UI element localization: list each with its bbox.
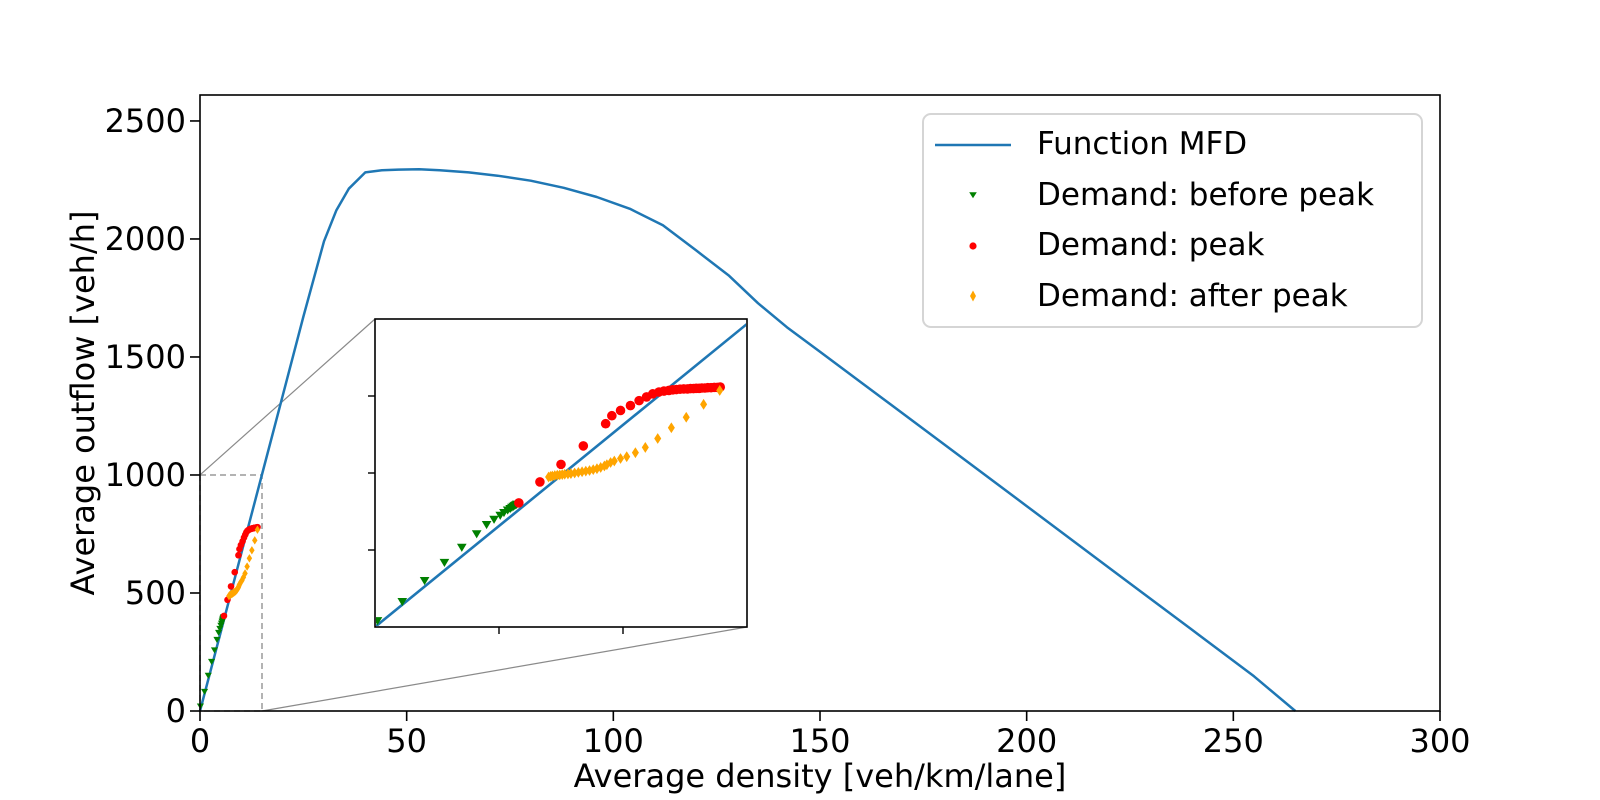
legend-label-before-peak: Demand: before peak — [1037, 176, 1375, 213]
legend-row-before-peak: Demand: before peak — [924, 170, 1421, 220]
scatter-point — [700, 398, 708, 410]
legend-label-mfd: Function MFD — [1037, 126, 1248, 163]
legend-label-after-peak: Demand: after peak — [1037, 277, 1348, 314]
scatter-point — [589, 464, 597, 476]
inset-connector-bottom — [261, 626, 748, 712]
scatter-point — [667, 422, 675, 434]
inset-connector-top — [199, 318, 376, 476]
scatter-point — [641, 442, 649, 453]
legend-label-peak: Demand: peak — [1037, 227, 1265, 264]
scatter-point — [456, 543, 467, 552]
scatter-point — [631, 447, 639, 459]
legend-row-after-peak: Demand: after peak — [924, 271, 1421, 321]
scatter-point — [419, 577, 430, 586]
x-tick-label: 50 — [386, 722, 427, 760]
scatter-point — [625, 400, 636, 411]
scatter-series-main — [226, 525, 261, 601]
scatter-point — [376, 617, 383, 626]
y-tick-label: 2000 — [105, 220, 186, 258]
scatter-point — [481, 520, 492, 530]
scatter-point — [716, 385, 724, 396]
scatter-series-inset — [514, 382, 726, 508]
scatter-point — [249, 546, 255, 555]
scatter-point — [244, 562, 250, 571]
x-tick-label: 300 — [1409, 722, 1470, 760]
scatter-point — [607, 410, 617, 421]
y-tick-label: 1500 — [105, 338, 186, 376]
scatter-point — [227, 583, 235, 590]
scatter-point — [231, 568, 239, 576]
inset-content — [376, 323, 746, 626]
x-tick-label: 150 — [789, 722, 850, 760]
scatter-point — [615, 405, 626, 416]
scatter-point — [252, 536, 258, 545]
scatter-point — [610, 455, 618, 467]
legend-row-peak: Demand: peak — [924, 221, 1421, 271]
legend: Function MFD Demand: before peak Demand:… — [922, 113, 1423, 328]
x-tick-label: 100 — [583, 722, 644, 760]
scatter-point — [514, 498, 524, 508]
y-axis-title: Average outflow [veh/h] — [64, 210, 102, 596]
scatter-point — [215, 629, 223, 636]
scatter-point — [535, 477, 545, 487]
scatter-point — [578, 441, 589, 451]
scatter-point — [210, 647, 219, 654]
scatter-point — [200, 688, 209, 695]
scatter-point — [634, 395, 644, 406]
scatter-point — [246, 554, 253, 563]
scatter-point — [617, 453, 625, 464]
scatter-point — [235, 551, 242, 559]
mfd-line — [198, 168, 1297, 712]
scatter-point — [489, 515, 499, 524]
circle-marker-icon — [935, 240, 1011, 252]
x-tick-label: 250 — [1203, 722, 1264, 760]
scatter-point — [397, 597, 408, 607]
y-tick-label: 0 — [166, 692, 186, 730]
scatter-point — [654, 433, 662, 444]
x-axis-title: Average density [veh/km/lane] — [573, 757, 1067, 795]
scatter-point — [597, 462, 605, 473]
diamond-marker-icon — [935, 289, 1011, 303]
scatter-point — [204, 672, 212, 679]
scatter-series-inset — [545, 385, 724, 483]
triangle-down-marker-icon — [935, 190, 1011, 200]
scatter-point — [623, 451, 631, 463]
scatter-point — [254, 525, 261, 534]
scatter-point — [220, 612, 228, 620]
y-tick-label: 2500 — [105, 102, 186, 140]
scatter-point — [682, 411, 690, 423]
mfd-line-sample-icon — [935, 141, 1011, 149]
scatter-point — [213, 636, 221, 643]
scatter-point — [600, 418, 611, 429]
y-tick-label: 500 — [125, 574, 186, 612]
scatter-point — [556, 459, 566, 470]
scatter-point — [239, 576, 245, 585]
scatter-point — [208, 658, 216, 665]
scatter-point — [439, 558, 450, 567]
x-tick-label: 0 — [190, 722, 210, 760]
scatter-point — [471, 530, 482, 539]
legend-row-mfd: Function MFD — [924, 120, 1421, 170]
zoom-region-rect — [199, 474, 263, 712]
x-tick-label: 200 — [996, 722, 1057, 760]
scatter-point — [242, 569, 248, 578]
y-tick-label: 1000 — [105, 456, 186, 494]
